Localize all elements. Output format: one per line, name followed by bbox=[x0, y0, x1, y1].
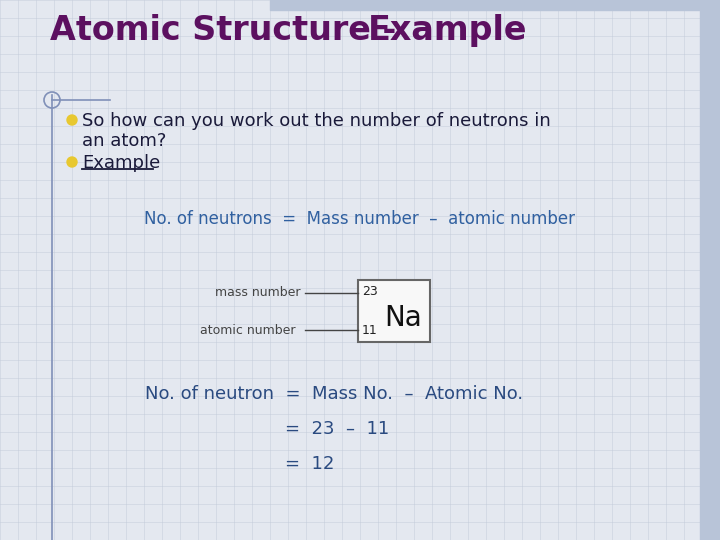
Text: No. of neutrons  =  Mass number  –  atomic number: No. of neutrons = Mass number – atomic n… bbox=[145, 210, 575, 228]
Text: =  23  –  11: = 23 – 11 bbox=[285, 420, 390, 438]
Text: =  12: = 12 bbox=[285, 455, 334, 473]
Text: atomic number: atomic number bbox=[200, 323, 295, 336]
Text: Atomic Structure -: Atomic Structure - bbox=[50, 14, 408, 47]
Text: No. of neutron  =  Mass No.  –  Atomic No.: No. of neutron = Mass No. – Atomic No. bbox=[145, 385, 523, 403]
Text: an atom?: an atom? bbox=[82, 132, 166, 150]
Text: So how can you work out the number of neutrons in: So how can you work out the number of ne… bbox=[82, 112, 551, 130]
Circle shape bbox=[67, 115, 77, 125]
Text: mass number: mass number bbox=[215, 287, 300, 300]
Bar bbox=[700, 0, 720, 540]
Text: Example: Example bbox=[368, 14, 528, 47]
Text: 23: 23 bbox=[362, 285, 378, 298]
Bar bbox=[270, 0, 705, 10]
Text: 11: 11 bbox=[362, 324, 378, 337]
Text: Example: Example bbox=[82, 154, 161, 172]
FancyBboxPatch shape bbox=[358, 280, 430, 342]
Circle shape bbox=[67, 157, 77, 167]
Text: Na: Na bbox=[384, 305, 421, 333]
